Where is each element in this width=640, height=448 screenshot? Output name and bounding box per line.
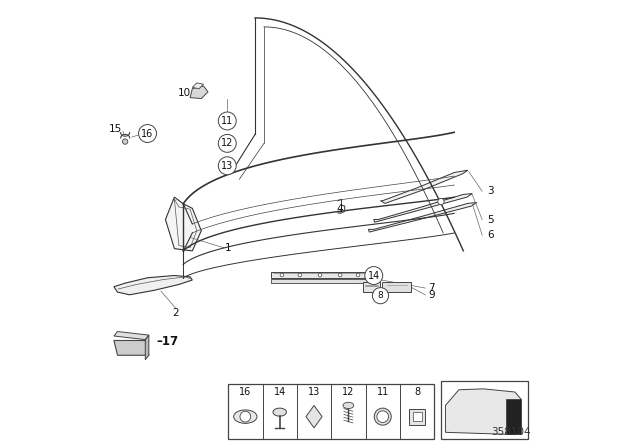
Text: 11: 11 [221, 116, 234, 126]
Bar [228, 384, 435, 439]
Circle shape [240, 411, 251, 422]
Text: 11: 11 [376, 388, 389, 397]
Bar [362, 282, 380, 292]
Polygon shape [165, 197, 201, 251]
Text: 358104: 358104 [491, 427, 531, 437]
Text: 16: 16 [239, 388, 252, 397]
Text: 5: 5 [487, 215, 493, 224]
Bar [409, 409, 425, 425]
Text: 3: 3 [487, 186, 493, 196]
Circle shape [280, 273, 284, 277]
Circle shape [122, 139, 128, 144]
Text: 15: 15 [109, 124, 122, 134]
Text: –17: –17 [156, 335, 179, 348]
Text: 12: 12 [342, 388, 355, 397]
Ellipse shape [234, 410, 257, 423]
Bar [271, 272, 369, 278]
Circle shape [298, 273, 301, 277]
Circle shape [218, 157, 236, 175]
Polygon shape [374, 194, 472, 222]
Text: 2: 2 [172, 308, 179, 318]
Circle shape [438, 198, 444, 205]
Circle shape [356, 273, 360, 277]
Polygon shape [114, 332, 149, 340]
Text: 8: 8 [414, 388, 420, 397]
Text: 14: 14 [367, 271, 380, 280]
Circle shape [138, 125, 156, 142]
Polygon shape [306, 405, 322, 428]
Ellipse shape [273, 408, 287, 416]
Polygon shape [192, 83, 204, 89]
Text: 6: 6 [487, 230, 493, 240]
Polygon shape [145, 335, 149, 360]
Text: 7: 7 [428, 283, 435, 293]
Polygon shape [380, 170, 468, 203]
Circle shape [365, 267, 383, 284]
Ellipse shape [343, 402, 354, 409]
Text: 16: 16 [141, 129, 154, 138]
Text: 12: 12 [221, 138, 234, 148]
Text: 8: 8 [378, 291, 383, 300]
Text: 4: 4 [337, 204, 344, 214]
Text: 13: 13 [221, 161, 234, 171]
Polygon shape [506, 399, 521, 434]
Polygon shape [114, 276, 192, 295]
Circle shape [318, 273, 322, 277]
Bar [413, 412, 422, 421]
Polygon shape [369, 202, 477, 232]
Text: 9: 9 [428, 290, 435, 300]
Bar [441, 381, 529, 439]
Circle shape [218, 112, 236, 130]
Polygon shape [445, 389, 521, 435]
Text: 14: 14 [273, 388, 286, 397]
Polygon shape [190, 86, 208, 99]
Circle shape [218, 134, 236, 152]
Text: 1: 1 [225, 243, 232, 253]
Bar [382, 282, 411, 292]
Circle shape [377, 411, 388, 422]
Circle shape [339, 273, 342, 277]
Text: 13: 13 [308, 388, 320, 397]
Polygon shape [114, 340, 149, 355]
Ellipse shape [374, 408, 391, 425]
Text: 10: 10 [178, 88, 191, 98]
Bar [271, 279, 369, 283]
Circle shape [372, 288, 388, 304]
